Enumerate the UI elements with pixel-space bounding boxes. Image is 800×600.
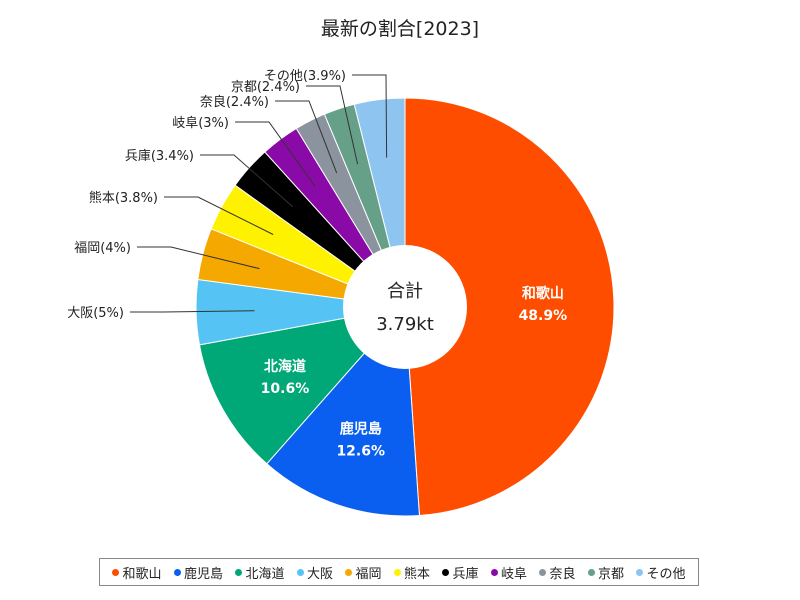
legend-dot-icon xyxy=(112,568,120,576)
legend-label: 和歌山 xyxy=(122,566,162,582)
legend-label: 京都 xyxy=(597,566,624,582)
chart-title: 最新の割合[2023] xyxy=(321,18,479,40)
leader-line-4 xyxy=(137,246,260,270)
legend-item-3: 大阪 xyxy=(296,563,333,582)
leader-line-group xyxy=(130,74,388,313)
donut-hole xyxy=(343,245,467,369)
legend-label: 北海道 xyxy=(245,566,285,582)
legend-item-6: 兵庫 xyxy=(442,563,479,582)
outside-label-7: 岐阜(3%) xyxy=(172,115,229,131)
legend-item-8: 奈良 xyxy=(539,563,576,582)
legend-dot-icon xyxy=(296,568,304,576)
outside-label-4: 福岡(4%) xyxy=(74,241,131,256)
slice-value-label-0: 48.9% xyxy=(519,308,568,324)
legend-label: 奈良 xyxy=(549,566,576,582)
legend-item-10: その他 xyxy=(636,563,686,582)
legend-dot-icon xyxy=(345,568,353,576)
legend-dot-icon xyxy=(587,568,595,576)
slice-name-label-1: 鹿児島 xyxy=(339,421,382,438)
legend-item-5: 熊本 xyxy=(393,563,430,582)
leader-line-7 xyxy=(235,121,316,187)
legend-dot-icon xyxy=(235,568,243,576)
legend-label: 兵庫 xyxy=(452,566,479,582)
legend-label: 鹿児島 xyxy=(183,566,223,582)
leader-line-10 xyxy=(352,74,388,158)
legend-item-7: 岐阜 xyxy=(490,563,527,582)
center-total-label: 合計 xyxy=(387,281,423,302)
leader-line-6 xyxy=(200,154,294,208)
legend-dot-icon xyxy=(173,568,181,576)
legend-dot-icon xyxy=(442,568,450,576)
slice-value-label-2: 10.6% xyxy=(261,381,310,397)
legend-dot-icon xyxy=(636,568,644,576)
outside-label-3: 大阪(5%) xyxy=(67,306,124,321)
legend-item-1: 鹿児島 xyxy=(173,563,223,582)
slice-name-label-2: 北海道 xyxy=(264,358,306,375)
leader-line-8 xyxy=(275,100,338,174)
legend-dot-icon xyxy=(490,568,498,576)
leader-line-5 xyxy=(164,196,274,235)
outside-label-9: 京都(2.4%) xyxy=(231,80,300,95)
label-group: 和歌山 48.9% 鹿児島 12.6% 北海道 10.6% 大阪(5%) 福岡(4%) 熊本(3… xyxy=(67,69,567,460)
slice-name-label-0: 和歌山 xyxy=(522,285,564,302)
outside-label-10: その他(3.9%) xyxy=(264,69,346,84)
outside-label-5: 熊本(3.8%) xyxy=(89,190,158,206)
legend-item-4: 福岡 xyxy=(345,563,382,582)
legend-item-0: 和歌山 xyxy=(112,563,162,582)
outside-label-8: 奈良(2.4%) xyxy=(200,94,269,110)
slice-0 xyxy=(404,97,615,517)
legend-dot-icon xyxy=(539,568,547,576)
leader-line-3 xyxy=(130,310,255,313)
legend-item-2: 北海道 xyxy=(235,563,285,582)
legend-label: 大阪 xyxy=(306,566,333,582)
legend-dot-icon xyxy=(393,568,401,576)
legend-label: その他 xyxy=(646,566,686,582)
slice-2 xyxy=(198,306,407,465)
legend-label: 福岡 xyxy=(355,566,382,582)
slice-value-label-1: 12.6% xyxy=(336,444,385,460)
chart-legend: 和歌山 鹿児島 北海道 大阪 福岡 熊本 兵庫 岐阜 奈良 京都 その他 xyxy=(99,558,699,586)
legend-item-9: 京都 xyxy=(587,563,624,582)
outside-label-6: 兵庫(3.4%) xyxy=(125,149,194,164)
legend-label: 岐阜 xyxy=(500,566,527,582)
legend-label: 熊本 xyxy=(403,566,430,582)
leader-line-9 xyxy=(306,85,359,165)
center-total-value: 3.79kt xyxy=(376,314,434,335)
